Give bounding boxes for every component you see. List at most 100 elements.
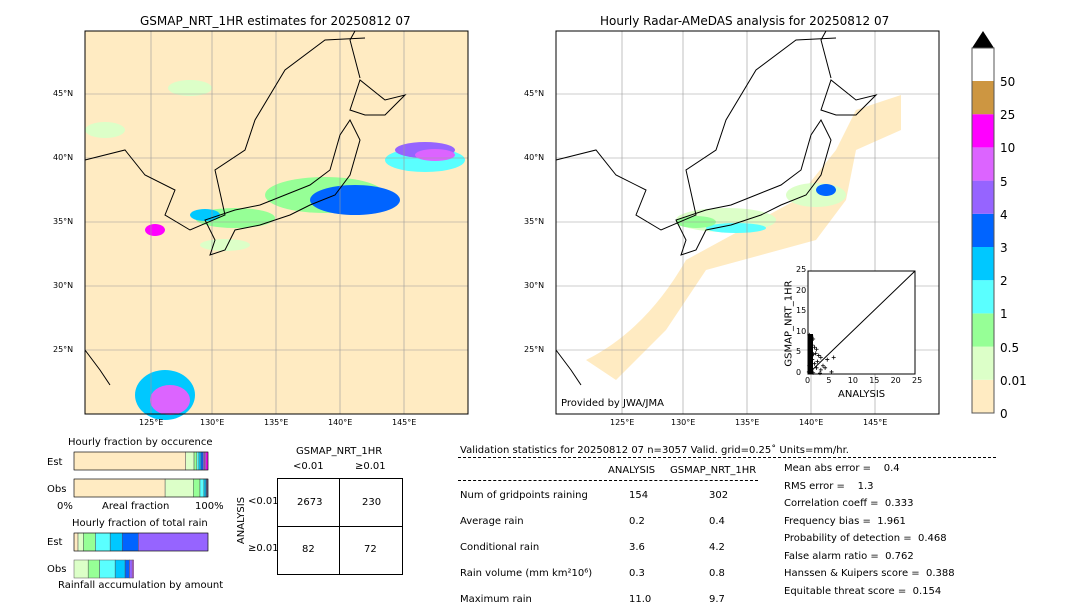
- coastline-taiwan: [84, 349, 111, 386]
- colorbar-label: 3: [1000, 241, 1008, 255]
- col-label-0: <0.01: [293, 461, 324, 472]
- row-label-1: ≥0.01: [248, 543, 279, 554]
- coastline-japan: [675, 119, 832, 256]
- rain-est-bar: [77, 532, 84, 552]
- coastline-hokkaido: [820, 79, 878, 116]
- rain-area: [786, 183, 846, 207]
- colorbar-segment: [972, 213, 994, 247]
- score-line: RMS error = 1.3: [784, 480, 874, 492]
- occ-obs-label: Obs: [47, 484, 67, 495]
- occ-est-bar: [198, 451, 202, 471]
- coastline-asia: [84, 37, 366, 231]
- lat-tick: 45°N: [524, 89, 545, 98]
- lat-tick: 30°N: [524, 281, 545, 290]
- stat-label: Num of gridpoints raining: [460, 490, 588, 501]
- lon-tick: 145°E: [863, 418, 888, 427]
- rain-est-bar: [121, 532, 139, 552]
- occ-obs-bar-frame: [73, 478, 209, 498]
- colorbar-label: 50: [1000, 75, 1016, 89]
- lat-tick: 25°N: [524, 345, 545, 354]
- lon-tick: 145°E: [392, 418, 417, 427]
- scatter-point: [814, 365, 819, 370]
- stat-label: Average rain: [460, 516, 524, 527]
- rain-area: [706, 223, 766, 233]
- rain-est-bar: [109, 532, 123, 552]
- scatter-ytick: 0: [796, 368, 802, 377]
- rain-obs-bar: [129, 559, 133, 579]
- occ-est-bar: [73, 451, 186, 471]
- stat-analysis: 11.0: [629, 594, 652, 605]
- colorbar-label: 1: [1000, 307, 1008, 322]
- colorbar-frame: [971, 47, 995, 414]
- scatter-point: [820, 363, 825, 368]
- stat-label: Maximum rain: [460, 594, 532, 605]
- lat-tick: 40°N: [53, 153, 74, 162]
- colorbar-label: 5: [1000, 174, 1008, 189]
- rain-area: [85, 122, 125, 138]
- scatter-point: [814, 347, 819, 352]
- scatter-point: [816, 353, 821, 358]
- score-line: Equitable threat score = 0.154: [784, 585, 942, 597]
- scatter-point: [817, 371, 822, 376]
- stat-gsmap: 0.8: [709, 568, 725, 579]
- rain-est-bar: [138, 532, 209, 552]
- colorbar-label: 0.01: [1000, 373, 1027, 388]
- stat-analysis: 3.6: [629, 542, 645, 553]
- rain-est-bar: [73, 532, 79, 552]
- stat-gsmap: 4.2: [709, 542, 725, 553]
- occ-xlabel: Areal fraction: [102, 501, 170, 512]
- scatter-point: [818, 355, 823, 360]
- scatter-ytick: 20: [796, 285, 807, 295]
- colorbar-label: 2: [1000, 274, 1008, 289]
- credit-text: Provided by JWA/JMA: [561, 398, 664, 409]
- coastline-taiwan: [555, 349, 582, 386]
- scatter-xtick: 15: [869, 376, 880, 385]
- left-map-title: GSMAP_NRT_1HR estimates for 20250812 07: [140, 14, 411, 28]
- score-line: Probability of detection = 0.468: [784, 533, 947, 544]
- scatter-point: [829, 369, 834, 374]
- colorbar-segment: [972, 313, 994, 347]
- colorbar-segment: [972, 280, 994, 314]
- lon-tick: 130°E: [200, 418, 225, 427]
- rain-obs-bar: [99, 559, 116, 579]
- cell: 230: [362, 497, 382, 508]
- lat-tick: 35°N: [53, 217, 74, 226]
- occ-est-bar: [185, 451, 195, 471]
- occ-obs-bar: [199, 478, 205, 498]
- score-line: Mean abs error = 0.4: [784, 463, 900, 474]
- rain-est-bar: [83, 532, 96, 552]
- row-label-0: <0.01: [248, 496, 279, 507]
- occ-obs-bar: [164, 478, 194, 498]
- rain-area: [310, 185, 400, 215]
- colorbar-label: 25: [1000, 108, 1016, 123]
- stat-gsmap: 0.4: [709, 516, 725, 527]
- contingency-table: 2673 230 82 72: [277, 478, 403, 575]
- occ-est-bar: [205, 451, 209, 471]
- colorbar-segment: [972, 81, 994, 115]
- col-analysis: ANALYSIS: [608, 465, 656, 476]
- occ-obs-bar: [193, 478, 201, 498]
- rain-obs-bar: [114, 559, 126, 579]
- coastline-sakhalin: [349, 30, 361, 79]
- lon-tick: 125°E: [610, 418, 635, 427]
- rain-obs-bar: [73, 559, 89, 579]
- scatter-point: [815, 359, 820, 364]
- colorbar-extend-arrow: [972, 31, 994, 48]
- map-background: [85, 31, 468, 414]
- colorbar-segment: [972, 247, 994, 281]
- scatter-point-cluster: [808, 334, 813, 374]
- occ-est-bar-frame: [73, 451, 209, 471]
- right-map-title: Hourly Radar-AMeDAS analysis for 2025081…: [600, 14, 890, 28]
- radar-coverage: [586, 95, 901, 380]
- scatter-ylabel: GSMAP_NRT_1HR: [783, 280, 795, 367]
- colorbar-segment: [972, 346, 994, 380]
- rain-est-bar: [95, 532, 111, 552]
- scatter-xlabel: ANALYSIS: [838, 389, 886, 400]
- map-frame: [84, 30, 469, 415]
- occ-est-label: Est: [47, 457, 63, 468]
- map-frame: [555, 30, 940, 415]
- lon-tick: 140°E: [328, 418, 353, 427]
- lat-tick: 30°N: [53, 281, 74, 290]
- scatter-ytick: 10: [796, 326, 807, 336]
